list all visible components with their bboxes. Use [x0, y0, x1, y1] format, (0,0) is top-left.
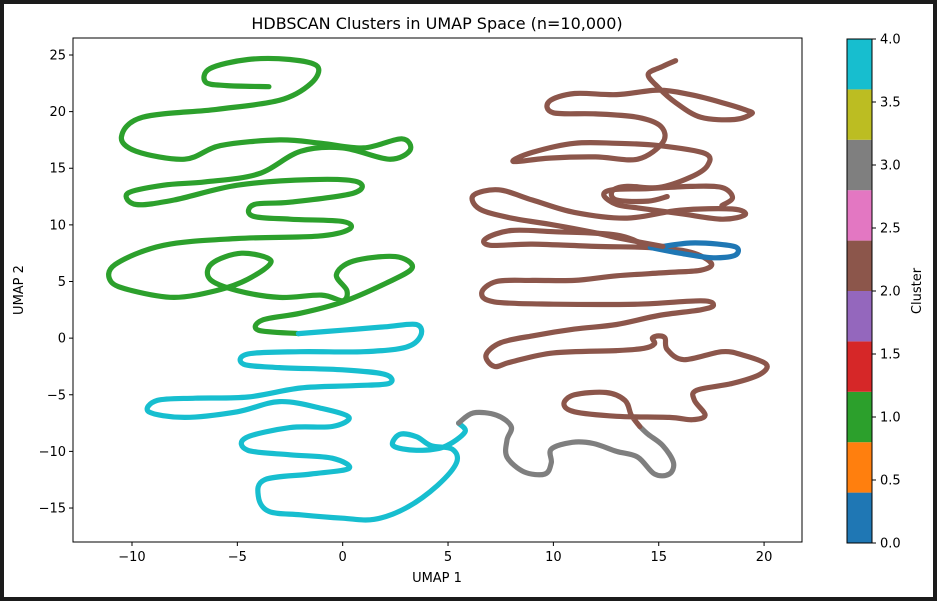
cluster-4-trace — [144, 321, 468, 523]
colorbar-tick-label: 2.5 — [880, 222, 901, 237]
colorbar-segment — [847, 442, 872, 493]
x-tick-label: 20 — [756, 550, 773, 565]
colorbar-segment — [847, 492, 872, 543]
colorbar-segment — [847, 89, 872, 140]
colorbar-segment — [847, 240, 872, 291]
x-tick-label: 15 — [650, 550, 667, 565]
cluster-2-trace — [479, 227, 770, 430]
colorbar-tick-label: 2.0 — [880, 285, 901, 300]
colorbar: 0.0 0.5 1.0 1.5 2.0 2.5 3.0 3.5 4.0 — [846, 33, 901, 552]
y-tick-label: 0 — [58, 332, 66, 347]
y-tick-label: −10 — [39, 445, 66, 460]
cluster-1-trace — [106, 55, 415, 337]
plot-frame — [72, 37, 803, 543]
y-tick-label: −5 — [47, 388, 66, 403]
colorbar-tick-label: 1.5 — [880, 348, 901, 363]
colorbar-segment — [847, 39, 872, 90]
cluster-2-trace — [510, 58, 755, 205]
y-tick-label: 25 — [49, 48, 66, 63]
chart-title: HDBSCAN Clusters in UMAP Space (n=10,000… — [251, 14, 622, 33]
colorbar-tick-label: 4.0 — [880, 33, 901, 48]
colorbar-segment — [847, 139, 872, 191]
colorbar-segment — [847, 391, 872, 443]
colorbar-tick-label: 0.0 — [880, 537, 901, 552]
x-tick-label: −10 — [118, 550, 145, 565]
y-tick-label: 15 — [49, 162, 66, 177]
cluster-0-trace — [647, 240, 741, 261]
y-axis: −15 −10 −5 0 5 10 15 20 25 — [39, 48, 73, 517]
colorbar-segment — [847, 291, 872, 342]
colorbar-tick-label: 3.0 — [880, 159, 901, 174]
data-layer — [106, 55, 770, 523]
y-tick-label: 10 — [49, 218, 66, 233]
y-axis-label: UMAP 2 — [12, 265, 27, 315]
colorbar-tick-label: 0.5 — [880, 474, 901, 489]
chart-svg: HDBSCAN Clusters in UMAP Space (n=10,000… — [12, 14, 925, 586]
x-axis-label: UMAP 1 — [412, 571, 462, 586]
x-tick-label: 0 — [339, 550, 347, 565]
y-tick-label: 5 — [58, 275, 66, 290]
x-tick-label: 10 — [545, 550, 562, 565]
y-tick-label: −15 — [39, 502, 66, 517]
colorbar-label: Cluster — [910, 267, 925, 314]
colorbar-segment — [847, 190, 872, 241]
y-tick-label: 20 — [49, 105, 66, 120]
figure: HDBSCAN Clusters in UMAP Space (n=10,000… — [4, 4, 933, 597]
x-tick-label: 5 — [444, 550, 452, 565]
cluster-3-trace — [456, 409, 677, 479]
colorbar-tick-label: 3.5 — [880, 96, 901, 111]
colorbar-segment — [847, 341, 872, 392]
x-axis: −10 −5 0 5 10 15 20 — [118, 542, 772, 565]
colorbar-tick-label: 1.0 — [880, 411, 901, 426]
x-tick-label: −5 — [228, 550, 247, 565]
